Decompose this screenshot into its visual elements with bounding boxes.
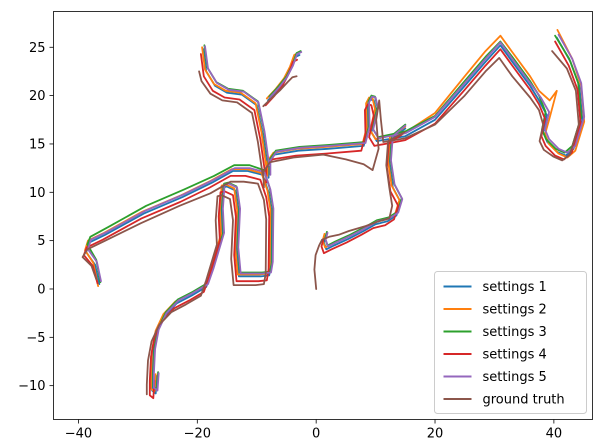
- series-line-ground-truth-segment-3: [313, 131, 405, 290]
- y-tick-label: 0: [37, 282, 45, 297]
- plot-frame: [53, 11, 593, 420]
- legend-label-settings-1: settings 1: [483, 280, 547, 295]
- series-line-settings-1-segment-2: [267, 36, 584, 179]
- y-tick-label: 10: [29, 186, 46, 201]
- legend-label-settings-3: settings 3: [483, 325, 547, 340]
- x-tick-label: 20: [427, 427, 444, 442]
- legend-box: [434, 271, 587, 414]
- x-tick-label: 40: [546, 427, 563, 442]
- legend-label-ground-truth: ground truth: [483, 393, 565, 408]
- x-tick-label: 0: [312, 427, 320, 442]
- series-line-settings-4-segment-4: [200, 53, 266, 174]
- plot-series-group: [81, 29, 586, 400]
- series-line-settings-2-segment-4: [201, 46, 268, 168]
- y-tick-label: 25: [29, 41, 46, 56]
- y-tick-label: 15: [29, 137, 46, 152]
- series-line-settings-5-segment-5: [268, 51, 303, 99]
- x-tick-label: −40: [65, 427, 92, 442]
- x-axis: −40 −20 0 20 40: [65, 419, 563, 442]
- series-line-ground-truth-segment-5: [262, 75, 298, 108]
- series-line-ground-truth-segment-4: [198, 70, 264, 176]
- legend: settings 1 settings 2 settings 3 settings 4…: [434, 271, 587, 414]
- y-tick-label: −10: [18, 379, 45, 394]
- legend-label-settings-5: settings 5: [483, 370, 547, 385]
- series-line-ground-truth-segment-1: [81, 180, 268, 396]
- legend-label-settings-4: settings 4: [483, 348, 547, 363]
- series-line-settings-5-segment-1: [87, 167, 275, 392]
- series-line-settings-5-segment-4: [204, 45, 271, 167]
- series-line-ground-truth-segment-2: [262, 50, 580, 189]
- y-axis: −10 −5 0 5 10 15 20 25: [18, 41, 54, 394]
- legend-label-settings-2: settings 2: [483, 303, 547, 318]
- y-tick-label: 5: [37, 234, 45, 249]
- series-line-settings-1-segment-3: [323, 127, 407, 251]
- series-line-settings-5-segment-2: [269, 33, 586, 176]
- y-tick-label: −5: [26, 331, 45, 346]
- x-tick-label: −20: [184, 427, 211, 442]
- y-tick-label: 20: [29, 89, 46, 104]
